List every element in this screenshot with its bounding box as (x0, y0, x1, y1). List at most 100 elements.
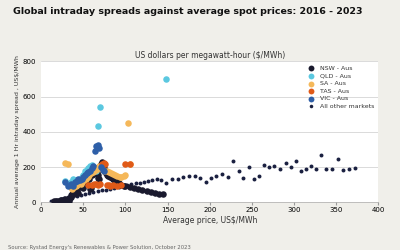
NSW - Aus (88, 186, 94, 190)
NSW - Aus (98, 162, 104, 166)
VIC - Aus (90, 164, 97, 168)
All other markets (124, 183, 130, 187)
TAS - Aus (97, 182, 103, 186)
SA - Aus (120, 174, 127, 178)
QLD - Aus (75, 180, 82, 184)
All other markets (99, 188, 105, 192)
NSW - Aus (81, 178, 87, 182)
All other markets (145, 179, 151, 183)
All other markets (94, 190, 101, 194)
VIC - Aus (100, 168, 106, 172)
All other markets (103, 188, 109, 192)
Y-axis label: Annual average 1 Hr intraday spread , US$/MWh: Annual average 1 Hr intraday spread , US… (15, 56, 20, 208)
QLD - Aus (84, 168, 90, 172)
All other markets (158, 178, 164, 182)
NSW - Aus (59, 198, 66, 202)
QLD - Aus (78, 175, 85, 179)
All other markets (56, 197, 63, 201)
All other markets (245, 165, 252, 169)
TAS - Aus (88, 183, 95, 187)
SA - Aus (98, 166, 104, 170)
All other markets (230, 160, 236, 164)
VIC - Aus (72, 180, 78, 184)
SA - Aus (88, 171, 94, 175)
NSW - Aus (116, 181, 122, 185)
All other markets (308, 164, 314, 168)
NSW - Aus (105, 172, 112, 176)
All other markets (116, 185, 122, 189)
All other markets (73, 194, 80, 198)
SA - Aus (127, 162, 134, 166)
NSW - Aus (89, 171, 96, 175)
NSW - Aus (82, 179, 88, 183)
All other markets (174, 176, 181, 180)
SA - Aus (84, 175, 91, 179)
QLD - Aus (97, 105, 103, 109)
SA - Aus (96, 164, 102, 168)
All other markets (186, 174, 192, 178)
VIC - Aus (93, 144, 99, 148)
VIC - Aus (98, 165, 104, 169)
TAS - Aus (94, 183, 101, 187)
All other markets (266, 165, 272, 169)
VIC - Aus (73, 179, 80, 183)
NSW - Aus (96, 178, 102, 182)
NSW - Aus (53, 199, 60, 203)
QLD - Aus (82, 170, 88, 173)
SA - Aus (81, 178, 87, 182)
SA - Aus (118, 175, 124, 179)
All other markets (48, 199, 54, 203)
All other markets (128, 182, 134, 186)
NSW - Aus (90, 172, 97, 176)
QLD - Aus (163, 77, 169, 81)
NSW - Aus (58, 198, 64, 202)
All other markets (270, 164, 277, 168)
VIC - Aus (82, 173, 88, 177)
TAS - Aus (93, 182, 99, 186)
NSW - Aus (120, 184, 127, 188)
All other markets (61, 196, 67, 200)
All other markets (250, 177, 257, 181)
All other markets (86, 191, 92, 195)
All other markets (213, 174, 220, 178)
NSW - Aus (87, 187, 93, 191)
NSW - Aus (60, 199, 66, 203)
Text: Source: Rystad Energy's Renewables & Power Solution, October 2023: Source: Rystad Energy's Renewables & Pow… (8, 245, 191, 250)
NSW - Aus (148, 190, 154, 194)
NSW - Aus (143, 189, 150, 193)
SA - Aus (72, 184, 79, 188)
NSW - Aus (68, 193, 75, 197)
SA - Aus (122, 173, 129, 177)
NSW - Aus (102, 170, 108, 174)
TAS - Aus (107, 184, 114, 188)
VIC - Aus (92, 149, 98, 153)
All other markets (288, 165, 294, 169)
All other markets (313, 167, 319, 171)
All other markets (90, 190, 97, 194)
VIC - Aus (96, 146, 102, 150)
Title: US dollars per megawatt-hour ($/MWh): US dollars per megawatt-hour ($/MWh) (135, 52, 285, 60)
QLD - Aus (65, 182, 71, 186)
SA - Aus (68, 185, 74, 189)
SA - Aus (112, 173, 118, 177)
All other markets (303, 166, 309, 170)
NSW - Aus (91, 170, 98, 173)
NSW - Aus (94, 173, 101, 177)
NSW - Aus (103, 171, 109, 175)
VIC - Aus (75, 178, 82, 182)
NSW - Aus (85, 174, 92, 178)
NSW - Aus (72, 188, 79, 192)
TAS - Aus (99, 162, 105, 166)
NSW - Aus (131, 186, 137, 190)
NSW - Aus (75, 191, 82, 195)
All other markets (191, 174, 198, 178)
NSW - Aus (122, 184, 129, 188)
VIC - Aus (80, 175, 86, 179)
QLD - Aus (87, 164, 93, 168)
NSW - Aus (95, 176, 102, 180)
Legend: NSW - Aus, QLD - Aus, SA - Aus, TAS - Aus, VIC - Aus, All other markets: NSW - Aus, QLD - Aus, SA - Aus, TAS - Au… (304, 64, 375, 110)
All other markets (69, 195, 76, 199)
All other markets (256, 174, 262, 178)
TAS - Aus (114, 184, 120, 188)
NSW - Aus (69, 192, 76, 196)
